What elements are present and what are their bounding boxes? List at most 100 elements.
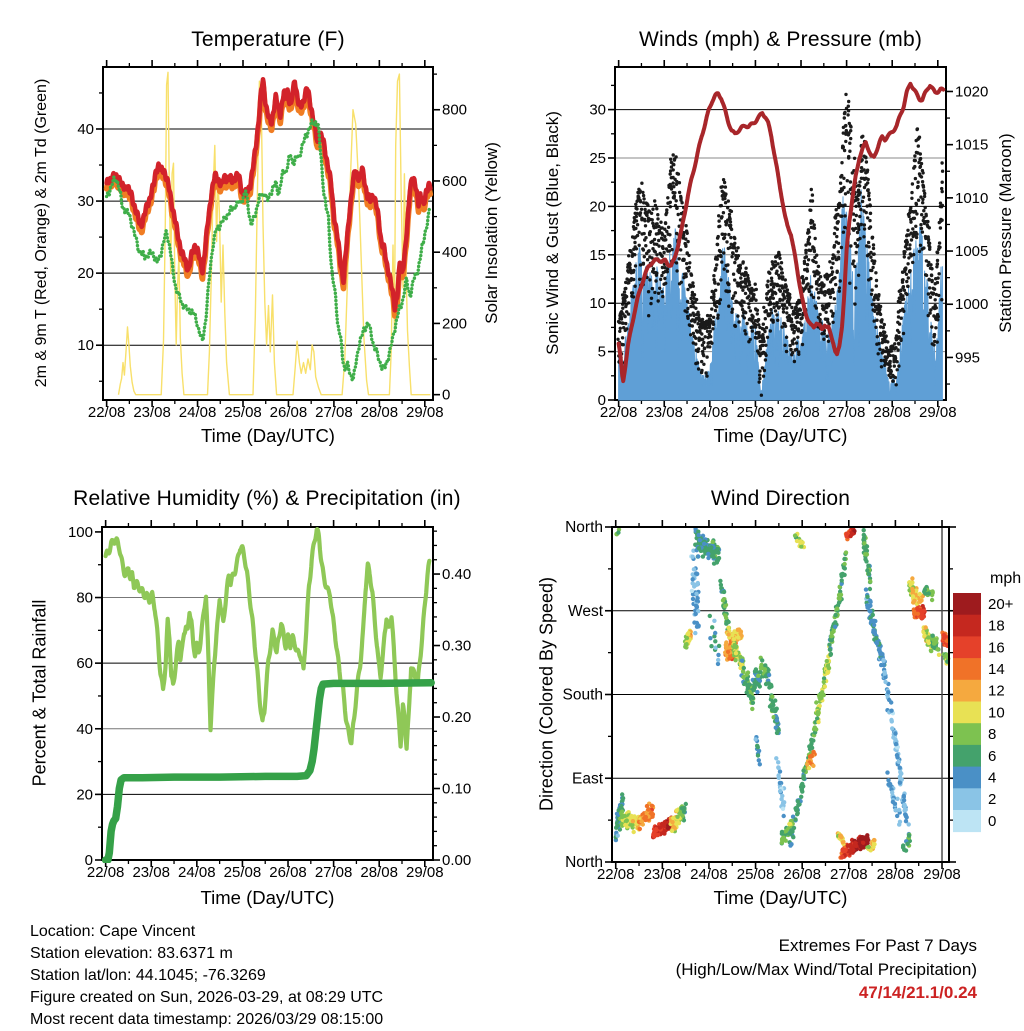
svg-text:22/08: 22/08: [87, 864, 125, 881]
svg-text:20: 20: [76, 786, 93, 803]
extremes-block: Extremes For Past 7 Days (High/Low/Max W…: [676, 934, 977, 1005]
svg-text:600: 600: [442, 173, 467, 190]
svg-text:25/08: 25/08: [737, 866, 775, 883]
svg-text:25/08: 25/08: [224, 404, 262, 421]
wind-direction-chart: [612, 527, 949, 862]
svg-text:23/08: 23/08: [644, 866, 682, 883]
svg-text:6: 6: [988, 748, 996, 765]
temperature-series: [103, 71, 434, 396]
svg-text:0: 0: [988, 813, 996, 830]
svg-text:22/08: 22/08: [88, 404, 126, 421]
svg-text:26/08: 26/08: [782, 404, 820, 421]
x-axis-label-humidity: Time (Day/UTC): [200, 887, 335, 908]
svg-text:0: 0: [85, 852, 93, 869]
svg-text:12: 12: [988, 683, 1005, 700]
svg-text:400: 400: [442, 244, 467, 261]
svg-text:22/08: 22/08: [597, 866, 635, 883]
svg-text:27/08: 27/08: [315, 404, 353, 421]
svg-text:1015: 1015: [955, 137, 988, 154]
y-axis-label-wind-left: Sonic Wind & Gust (Blue, Black): [543, 111, 562, 355]
svg-text:30: 30: [589, 102, 606, 119]
svg-text:200: 200: [442, 315, 467, 332]
svg-text:100: 100: [68, 524, 93, 541]
svg-text:30: 30: [77, 193, 94, 210]
svg-text:25: 25: [589, 150, 606, 167]
svg-text:28/08: 28/08: [873, 404, 911, 421]
svg-text:27/08: 27/08: [828, 404, 866, 421]
svg-text:20: 20: [589, 198, 606, 215]
svg-text:29/08: 29/08: [923, 866, 961, 883]
svg-text:0.20: 0.20: [442, 709, 471, 726]
svg-text:North: North: [565, 854, 603, 871]
svg-text:28/08: 28/08: [361, 404, 399, 421]
svg-text:80: 80: [76, 590, 93, 607]
svg-text:10: 10: [77, 337, 94, 354]
svg-text:0.00: 0.00: [442, 852, 471, 869]
gust-dots: [616, 92, 945, 397]
footer-created: Figure created on Sun, 2026-03-29, at 08…: [30, 989, 384, 1006]
svg-text:23/08: 23/08: [645, 404, 683, 421]
svg-text:0.30: 0.30: [442, 638, 471, 655]
svg-text:2: 2: [988, 791, 996, 808]
x-axis-label-temperature: Time (Day/UTC): [201, 425, 335, 446]
wind-direction-frame: 22/08 23/08 24/08 25/08 26/08 27/08 28/08 29/08…: [562, 519, 960, 883]
wind-direction-chart-title: Wind Direction: [710, 487, 851, 510]
svg-text:1020: 1020: [955, 83, 988, 100]
svg-text:0: 0: [442, 387, 450, 404]
temperature-chart-title: Temperature (F): [191, 28, 345, 51]
svg-text:18: 18: [988, 618, 1005, 635]
svg-text:29/08: 29/08: [919, 404, 957, 421]
winds-pressure-series: [616, 81, 946, 401]
extremes-subheading: (High/Low/Max Wind/Total Precipitation): [675, 959, 977, 979]
svg-text:60: 60: [76, 655, 93, 672]
svg-text:26/08: 26/08: [270, 404, 308, 421]
svg-text:40: 40: [76, 721, 93, 738]
x-axis-label-direction: Time (Day/UTC): [713, 887, 848, 908]
y-axis-label-pressure-right: Station Pressure (Maroon): [996, 133, 1015, 333]
y-axis-label-direction-left: Direction (Colored By Speed): [536, 576, 557, 812]
svg-text:20+: 20+: [988, 596, 1014, 613]
station-footer: Location: Cape Vincent Station elevation…: [30, 921, 383, 1031]
svg-text:26/08: 26/08: [783, 866, 821, 883]
footer-location: Location: Cape Vincent: [30, 923, 196, 940]
svg-text:26/08: 26/08: [269, 864, 307, 881]
extremes-heading: Extremes For Past 7 Days: [778, 936, 977, 955]
svg-text:5: 5: [598, 344, 606, 361]
svg-text:West: West: [568, 603, 604, 620]
svg-text:1000: 1000: [955, 296, 988, 313]
svg-text:10: 10: [988, 704, 1005, 721]
svg-text:40: 40: [77, 121, 94, 138]
svg-text:800: 800: [442, 102, 467, 119]
relative-humidity-line: [103, 527, 432, 751]
svg-text:14: 14: [988, 661, 1005, 678]
svg-text:1010: 1010: [955, 190, 988, 207]
svg-text:0: 0: [598, 392, 606, 409]
svg-text:20: 20: [77, 265, 94, 282]
y-axis-label-solar-right: Solar Insolation (Yellow): [482, 142, 501, 324]
sonic-wind-area: [618, 189, 943, 401]
svg-text:South: South: [562, 687, 603, 704]
svg-text:East: East: [572, 770, 604, 787]
svg-text:29/08: 29/08: [406, 864, 444, 881]
svg-text:28/08: 28/08: [360, 864, 398, 881]
humidity-precip-chart-title: Relative Humidity (%) & Precipitation (i…: [73, 487, 461, 510]
pressure-line: [616, 81, 946, 384]
svg-text:16: 16: [988, 639, 1005, 656]
y-axis-label-humidity-left: Percent & Total Rainfall: [29, 599, 50, 787]
extremes-values: 47/14/21.1/0.24: [858, 983, 977, 1002]
footer-elevation: Station elevation: 83.6371 m: [30, 945, 233, 962]
svg-text:27/08: 27/08: [315, 864, 353, 881]
svg-text:24/08: 24/08: [178, 864, 216, 881]
footer-timestamp: Most recent data timestamp: 2026/03/29 0…: [30, 1011, 384, 1028]
wind-direction-dots: [613, 526, 951, 860]
svg-text:10: 10: [589, 295, 606, 312]
svg-text:24/08: 24/08: [179, 404, 217, 421]
total-rainfall-line: [101, 678, 435, 863]
svg-text:27/08: 27/08: [830, 866, 868, 883]
svg-text:23/08: 23/08: [132, 864, 170, 881]
temperature-chart: 22/08 23/08 24/08 25/08 26/08 27/08 28/08 29/08…: [77, 60, 467, 421]
svg-text:0.10: 0.10: [442, 781, 471, 798]
svg-text:1005: 1005: [955, 243, 988, 260]
svg-text:0.40: 0.40: [442, 566, 471, 583]
